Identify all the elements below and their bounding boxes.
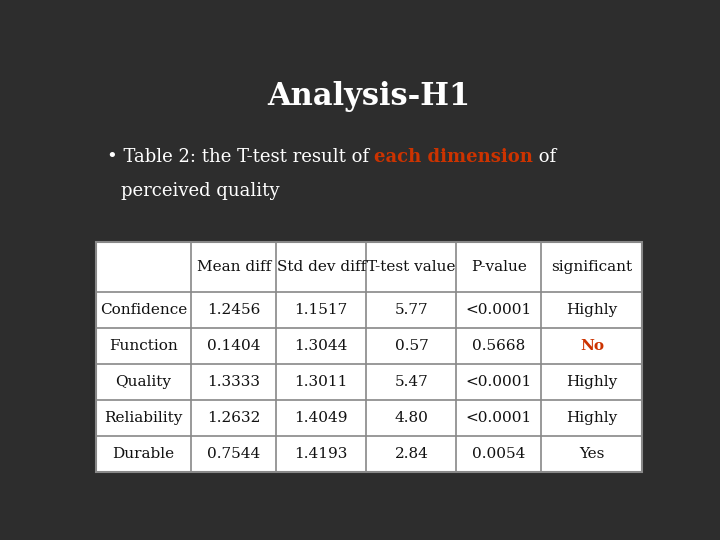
Text: 1.2632: 1.2632 — [207, 411, 261, 426]
Text: significant: significant — [552, 260, 632, 274]
Text: No: No — [580, 339, 604, 353]
Text: 0.57: 0.57 — [395, 339, 428, 353]
Text: 1.1517: 1.1517 — [294, 303, 348, 318]
Text: Function: Function — [109, 339, 178, 353]
Text: P-value: P-value — [471, 260, 527, 274]
Text: • Table 2: the T-test result of: • Table 2: the T-test result of — [107, 148, 374, 166]
Text: 1.3011: 1.3011 — [294, 375, 348, 389]
Text: 1.2456: 1.2456 — [207, 303, 261, 318]
Text: 1.3333: 1.3333 — [207, 375, 260, 389]
Text: each dimension: each dimension — [374, 148, 534, 166]
Text: 0.1404: 0.1404 — [207, 339, 261, 353]
Text: Std dev diff: Std dev diff — [276, 260, 366, 274]
Text: 0.0054: 0.0054 — [472, 447, 526, 461]
Text: perceived quality: perceived quality — [121, 182, 279, 200]
Text: Reliability: Reliability — [104, 411, 183, 426]
Text: Confidence: Confidence — [100, 303, 187, 318]
Text: Highly: Highly — [566, 375, 618, 389]
Text: 1.3044: 1.3044 — [294, 339, 348, 353]
Bar — [96, 241, 642, 472]
Text: of: of — [534, 148, 557, 166]
Text: Highly: Highly — [566, 303, 618, 318]
Text: 1.4049: 1.4049 — [294, 411, 348, 426]
Text: <0.0001: <0.0001 — [466, 375, 532, 389]
Text: 2.84: 2.84 — [395, 447, 428, 461]
Text: 0.5668: 0.5668 — [472, 339, 526, 353]
Text: Analysis-H1: Analysis-H1 — [267, 82, 471, 112]
Text: Quality: Quality — [115, 375, 171, 389]
Text: 5.77: 5.77 — [395, 303, 428, 318]
Text: 5.47: 5.47 — [395, 375, 428, 389]
Text: Highly: Highly — [566, 411, 618, 426]
Text: 0.7544: 0.7544 — [207, 447, 261, 461]
Text: Yes: Yes — [579, 447, 605, 461]
Text: 1.4193: 1.4193 — [294, 447, 348, 461]
Text: 4.80: 4.80 — [395, 411, 428, 426]
Text: Mean diff: Mean diff — [197, 260, 271, 274]
Text: <0.0001: <0.0001 — [466, 303, 532, 318]
Text: Durable: Durable — [112, 447, 174, 461]
Text: T-test value: T-test value — [367, 260, 456, 274]
Text: <0.0001: <0.0001 — [466, 411, 532, 426]
